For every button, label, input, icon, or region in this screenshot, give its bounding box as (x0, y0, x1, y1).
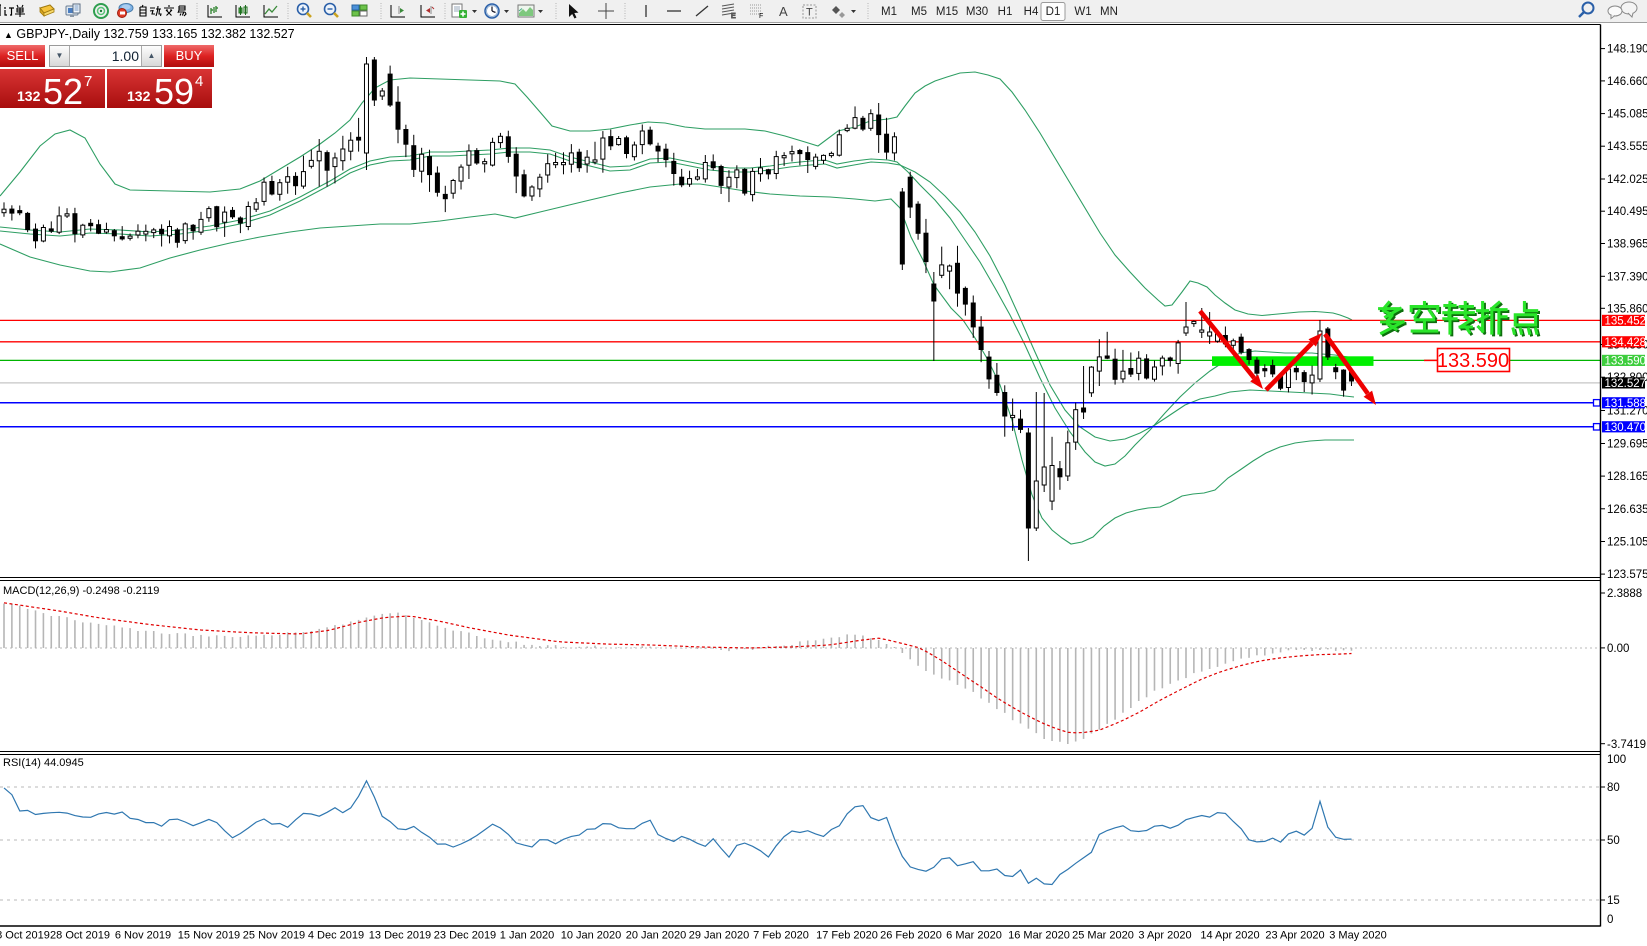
svg-text:137.390: 137.390 (1607, 271, 1647, 283)
svg-text:132.527: 132.527 (1605, 378, 1647, 390)
svg-text:128.165: 128.165 (1607, 471, 1647, 483)
svg-text:4 Dec 2019: 4 Dec 2019 (308, 930, 364, 942)
svg-text:80: 80 (1607, 782, 1620, 794)
svg-text:145.085: 145.085 (1607, 109, 1647, 121)
svg-text:D1: D1 (1046, 6, 1061, 18)
svg-text:H4: H4 (1024, 6, 1039, 18)
svg-text:6 Nov 2019: 6 Nov 2019 (115, 930, 171, 942)
svg-text:100: 100 (1607, 754, 1626, 766)
svg-text:131.588: 131.588 (1605, 398, 1647, 410)
svg-text:142.025: 142.025 (1607, 174, 1647, 186)
svg-text:131.270: 131.270 (1607, 406, 1647, 418)
svg-text:50: 50 (1607, 835, 1620, 847)
svg-text:129.695: 129.695 (1607, 439, 1647, 451)
svg-text:20 Jan 2020: 20 Jan 2020 (626, 930, 687, 942)
svg-text:25 Mar 2020: 25 Mar 2020 (1072, 930, 1134, 942)
svg-text:8 Oct 2019: 8 Oct 2019 (0, 930, 50, 942)
svg-text:134.428: 134.428 (1605, 337, 1647, 349)
svg-text:M5: M5 (911, 6, 927, 18)
svg-text:133.590: 133.590 (1437, 350, 1509, 372)
svg-text:10 Jan 2020: 10 Jan 2020 (561, 930, 622, 942)
svg-text:23 Apr 2020: 23 Apr 2020 (1265, 930, 1324, 942)
svg-text:15: 15 (1607, 895, 1620, 907)
svg-text:-3.7419: -3.7419 (1607, 739, 1646, 751)
svg-text:0: 0 (1607, 914, 1613, 926)
svg-text:E: E (731, 13, 736, 20)
svg-text:130.470: 130.470 (1605, 422, 1647, 434)
svg-text:140.495: 140.495 (1607, 206, 1647, 218)
svg-text:M15: M15 (936, 6, 958, 18)
svg-text:148.190: 148.190 (1607, 44, 1647, 56)
svg-text:MACD(12,26,9) -0.2498 -0.2119: MACD(12,26,9) -0.2498 -0.2119 (3, 585, 159, 597)
svg-text:29 Jan 2020: 29 Jan 2020 (689, 930, 750, 942)
svg-text:6 Mar 2020: 6 Mar 2020 (946, 930, 1002, 942)
svg-text:135.860: 135.860 (1607, 303, 1647, 315)
svg-text:H1: H1 (998, 6, 1013, 18)
svg-text:M30: M30 (966, 6, 988, 18)
svg-text:0.00: 0.00 (1607, 643, 1629, 655)
svg-text:26 Feb 2020: 26 Feb 2020 (880, 930, 942, 942)
svg-text:13 Dec 2019: 13 Dec 2019 (369, 930, 431, 942)
svg-text:1 Jan 2020: 1 Jan 2020 (500, 930, 554, 942)
svg-text:2.3888: 2.3888 (1607, 588, 1642, 600)
svg-text:3 Apr 2020: 3 Apr 2020 (1138, 930, 1191, 942)
svg-text:146.660: 146.660 (1607, 76, 1647, 88)
svg-text:17 Feb 2020: 17 Feb 2020 (816, 930, 878, 942)
svg-text:▲ GBPJPY-,Daily 132.759 133.1: ▲ GBPJPY-,Daily 132.759 133.165 132.382 … (4, 27, 295, 41)
svg-text:16 Mar 2020: 16 Mar 2020 (1008, 930, 1070, 942)
svg-text:125.105: 125.105 (1607, 537, 1647, 549)
svg-text:F: F (759, 13, 763, 20)
svg-text:138.965: 138.965 (1607, 239, 1647, 251)
svg-text:23 Dec 2019: 23 Dec 2019 (434, 930, 496, 942)
svg-text:15 Nov 2019: 15 Nov 2019 (178, 930, 240, 942)
svg-text:28 Oct 2019: 28 Oct 2019 (50, 930, 110, 942)
svg-text:W1: W1 (1074, 6, 1091, 18)
svg-text:135.452: 135.452 (1605, 315, 1647, 327)
svg-text:133.590: 133.590 (1605, 355, 1647, 367)
svg-text:3 May 2020: 3 May 2020 (1329, 930, 1386, 942)
svg-text:14 Apr 2020: 14 Apr 2020 (1200, 930, 1259, 942)
svg-text:A: A (779, 4, 788, 19)
svg-text:7 Feb 2020: 7 Feb 2020 (753, 930, 809, 942)
svg-text:143.555: 143.555 (1607, 141, 1647, 153)
svg-text:T: T (806, 7, 813, 19)
svg-text:RSI(14) 44.0945: RSI(14) 44.0945 (3, 757, 84, 769)
svg-text:M1: M1 (881, 6, 897, 18)
svg-text:123.575: 123.575 (1607, 569, 1647, 581)
svg-text:25 Nov 2019: 25 Nov 2019 (243, 930, 305, 942)
svg-text:126.635: 126.635 (1607, 504, 1647, 516)
svg-text:MN: MN (1100, 6, 1118, 18)
